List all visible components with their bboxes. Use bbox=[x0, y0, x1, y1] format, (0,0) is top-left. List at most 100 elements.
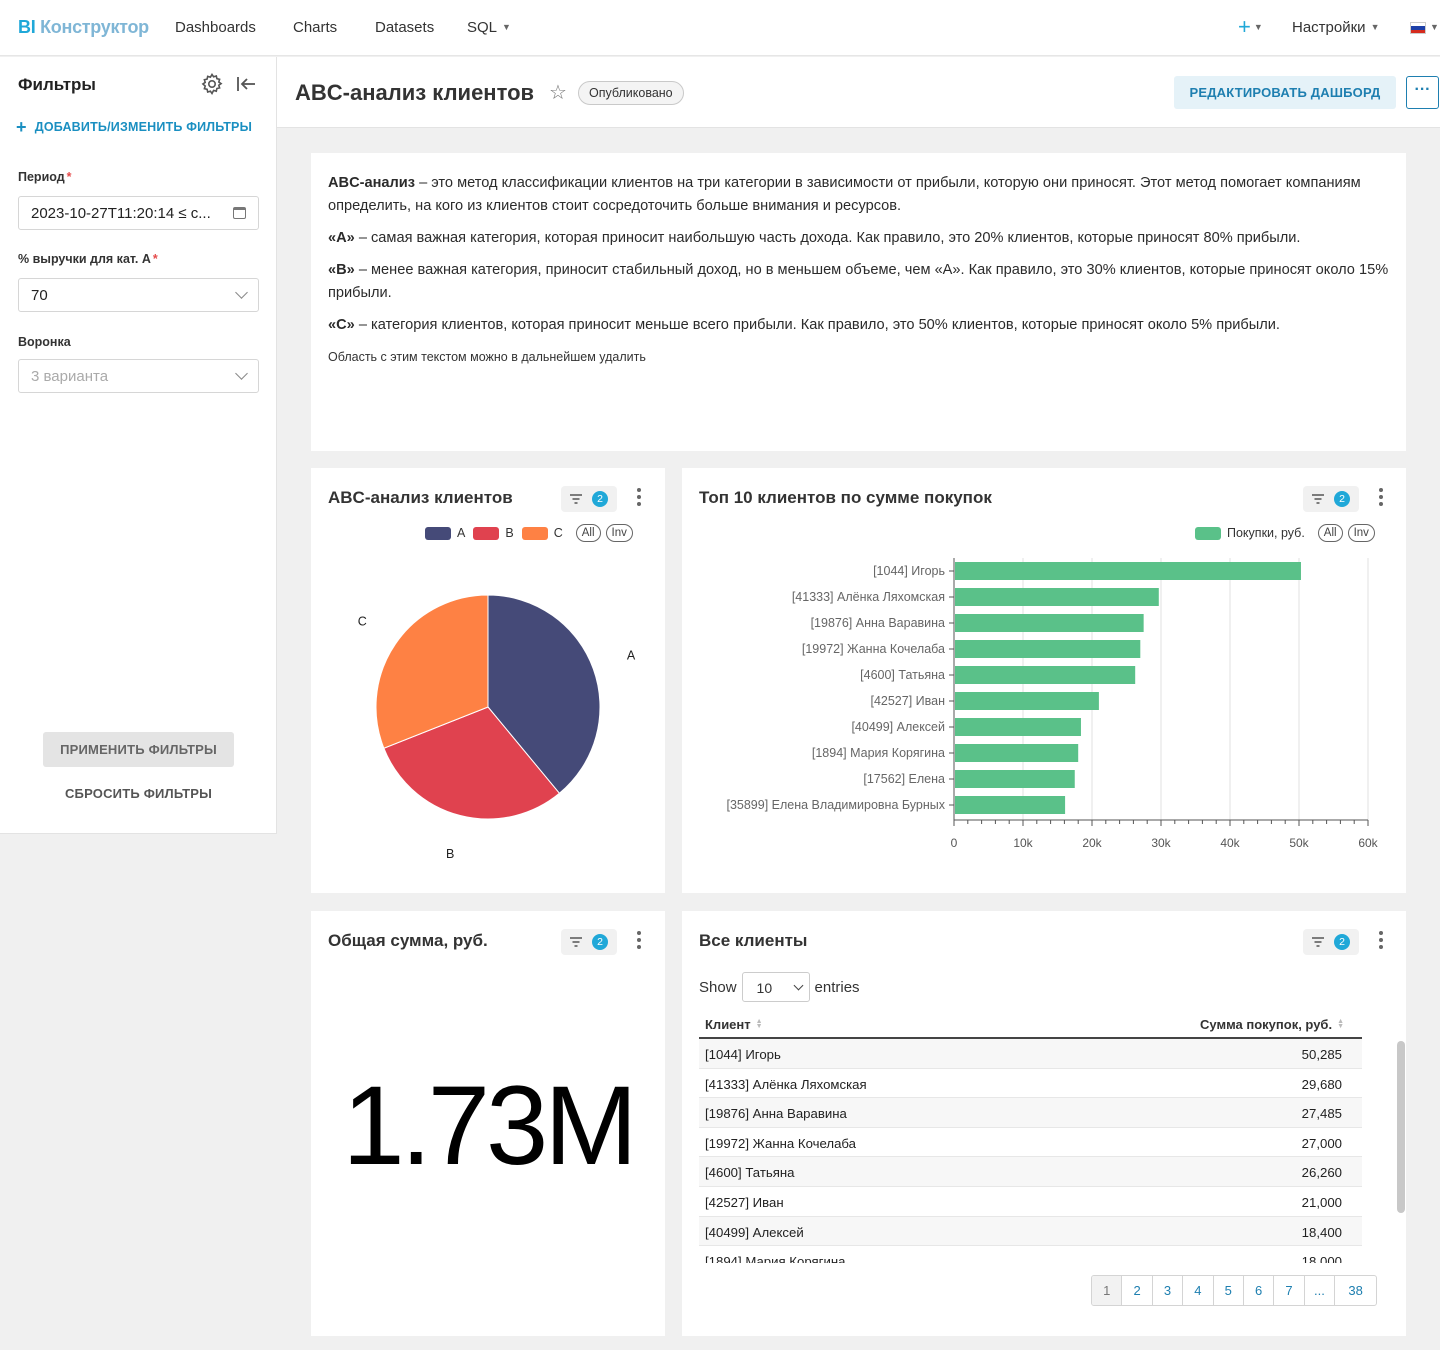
collapse-left-icon[interactable] bbox=[234, 72, 258, 96]
bar[interactable] bbox=[955, 692, 1099, 710]
panel-menu-icon[interactable] bbox=[636, 931, 642, 951]
logo[interactable]: BI Конструктор bbox=[18, 17, 149, 37]
pagination: 1 2 3 4 5 6 7... 38 bbox=[1091, 1275, 1378, 1306]
table-row[interactable]: [40499] Алексей 18,400 bbox=[699, 1216, 1362, 1247]
cell-client: [4600] Татьяна bbox=[705, 1165, 795, 1181]
table-row[interactable]: [42527] Иван 21,000 bbox=[699, 1187, 1362, 1217]
table-body[interactable]: [1044] Игорь 50,285 [41333] Алёнка Ляхомск… bbox=[699, 1039, 1362, 1263]
bar[interactable] bbox=[955, 562, 1301, 580]
legend-item-b[interactable]: B bbox=[473, 526, 514, 540]
panel-menu-icon[interactable] bbox=[1378, 931, 1384, 951]
page-button[interactable]: 6 bbox=[1244, 1276, 1275, 1305]
bar[interactable] bbox=[955, 640, 1141, 658]
page-button[interactable]: 7 bbox=[1274, 1276, 1305, 1305]
cell-purchases: 26,260 bbox=[1301, 1165, 1342, 1181]
entries-select[interactable]: 10 bbox=[741, 972, 810, 1002]
dashboard-header: ABC-анализ клиентов ☆ Опубликовано РЕДАК… bbox=[277, 57, 1440, 128]
cell-purchases: 27,485 bbox=[1301, 1106, 1342, 1122]
table-row[interactable]: [19972] Жанна Кочелаба 27,000 bbox=[699, 1128, 1362, 1158]
bar[interactable] bbox=[955, 796, 1066, 814]
bar[interactable] bbox=[955, 718, 1081, 736]
nav-datasets[interactable]: Datasets bbox=[375, 19, 435, 36]
apply-filters-button[interactable]: ПРИМЕНИТЬ ФИЛЬТРЫ bbox=[43, 732, 234, 767]
legend-all-toggle[interactable]: All bbox=[575, 524, 601, 542]
description-paragraph: ABC-анализ – это метод классификации кли… bbox=[328, 175, 1361, 214]
cell-client: [19876] Анна Варавина bbox=[705, 1106, 847, 1122]
nav-add-button[interactable]: + ▼ bbox=[1238, 14, 1263, 39]
star-icon[interactable]: ☆ bbox=[549, 82, 567, 104]
revenue-select[interactable]: 70 bbox=[18, 278, 259, 312]
pie-slice-c[interactable] bbox=[375, 594, 489, 749]
panel-filter-button[interactable]: 2 bbox=[561, 486, 617, 512]
table-row[interactable]: [4600] Татьяна 26,260 bbox=[699, 1157, 1362, 1187]
sort-icon: ▲ ▼ bbox=[755, 1018, 763, 1030]
filters-title: Фильтры bbox=[18, 75, 96, 94]
pie-slice-a[interactable] bbox=[487, 594, 601, 795]
edit-dashboard-button[interactable]: РЕДАКТИРОВАТЬ ДАШБОРД bbox=[1174, 76, 1396, 109]
bar[interactable] bbox=[955, 588, 1159, 606]
page-button[interactable]: 1 bbox=[1092, 1276, 1123, 1305]
page-button[interactable]: 3 bbox=[1153, 1276, 1184, 1305]
panel-menu-icon[interactable] bbox=[636, 488, 642, 508]
legend-item-purchases[interactable]: Покупки, руб. bbox=[1195, 526, 1305, 540]
page-button[interactable]: ... bbox=[1305, 1276, 1336, 1305]
table-row[interactable]: [19876] Анна Варавина 27,485 bbox=[699, 1098, 1362, 1128]
dashboard-title: ABC-анализ клиентов bbox=[295, 80, 535, 105]
chevron-down-icon bbox=[235, 367, 248, 380]
page-button[interactable]: 38 bbox=[1348, 1283, 1363, 1298]
entries-control: Show 10 entries bbox=[699, 972, 860, 1002]
nav-settings[interactable]: Настройки ▼ bbox=[1292, 19, 1380, 36]
cell-client: [1894] Мария Корягина bbox=[705, 1254, 846, 1263]
page-button[interactable]: 4 bbox=[1183, 1276, 1214, 1305]
bar[interactable] bbox=[955, 744, 1079, 762]
filter-count-badge: 2 bbox=[1334, 934, 1350, 950]
all-clients-panel: Все клиенты 2 Show 10 entries Клиент ▲ ▼ С… bbox=[682, 911, 1406, 1336]
bar[interactable] bbox=[955, 770, 1075, 788]
page-button[interactable]: 5 bbox=[1214, 1276, 1244, 1305]
nav-charts[interactable]: Charts bbox=[293, 19, 338, 36]
table-row[interactable]: [1044] Игорь 50,285 bbox=[699, 1039, 1362, 1069]
pie-slice-b[interactable] bbox=[383, 706, 561, 820]
y-tick-label: [17562] Елена bbox=[863, 772, 945, 786]
reset-filters-button[interactable]: СБРОСИТЬ ФИЛЬТРЫ bbox=[64, 786, 213, 801]
cell-client: [41333] Алёнка Ляхомская bbox=[705, 1076, 867, 1092]
column-purchases[interactable]: Сумма покупок, руб. ▲ ▼ bbox=[1200, 1017, 1344, 1032]
panel-filter-button[interactable]: 2 bbox=[1303, 929, 1359, 955]
x-tick-label: 20k bbox=[1082, 836, 1102, 848]
revenue-label: % выручки для кат. A * bbox=[18, 252, 158, 266]
total-sum-panel: Общая сумма, руб. 2 1.73M bbox=[311, 911, 665, 1336]
gear-icon[interactable] bbox=[200, 72, 224, 96]
pie-chart-title: ABC-анализ клиентов bbox=[328, 488, 513, 507]
period-label: Период * bbox=[18, 170, 72, 184]
add-edit-filters-button[interactable]: + ДОБАВИТЬ/ИЗМЕНИТЬ ФИЛЬТРЫ bbox=[16, 117, 253, 137]
legend-invert-toggle[interactable]: Inv bbox=[605, 524, 633, 542]
y-tick-label: [1044] Игорь bbox=[873, 564, 945, 578]
legend-all-toggle[interactable]: All bbox=[1317, 524, 1343, 542]
nav-dashboards[interactable]: Dashboards bbox=[175, 19, 256, 36]
bar[interactable] bbox=[955, 614, 1144, 632]
y-tick-label: [35899] Елена Владимировна Бурных bbox=[726, 798, 945, 812]
column-client[interactable]: Клиент ▲ ▼ bbox=[705, 1017, 763, 1032]
period-input[interactable]: 2023-10-27T11:20:14 ≤ c... bbox=[18, 196, 259, 230]
legend-item-a[interactable]: A bbox=[425, 526, 465, 540]
legend-invert-toggle[interactable]: Inv bbox=[1347, 524, 1375, 542]
legend-item-c[interactable]: C bbox=[521, 526, 563, 540]
calendar-icon[interactable] bbox=[233, 207, 246, 219]
page-button[interactable]: 2 bbox=[1122, 1276, 1153, 1305]
panel-menu-icon[interactable] bbox=[1378, 488, 1384, 508]
russian-flag-icon[interactable] bbox=[1410, 22, 1426, 34]
table-scrollbar[interactable] bbox=[1397, 1041, 1405, 1213]
table-row[interactable]: [41333] Алёнка Ляхомская 29,680 bbox=[699, 1069, 1362, 1099]
panel-filter-button[interactable]: 2 bbox=[561, 929, 617, 955]
funnel-select[interactable]: 3 варианта bbox=[18, 359, 259, 393]
bar[interactable] bbox=[955, 666, 1136, 684]
caret-down-icon[interactable]: ▼ bbox=[1430, 22, 1439, 32]
more-options-button[interactable]: ··· bbox=[1406, 76, 1439, 109]
x-tick-label: 30k bbox=[1151, 836, 1171, 848]
pie-legend: A B C All Inv bbox=[425, 524, 633, 542]
x-tick-label: 0 bbox=[951, 836, 958, 848]
table-row[interactable]: [1894] Мария Корягина 18,000 bbox=[699, 1246, 1362, 1263]
y-tick-label: [1894] Мария Корягина bbox=[812, 746, 945, 760]
panel-filter-button[interactable]: 2 bbox=[1303, 486, 1359, 512]
nav-sql[interactable]: SQL ▼ bbox=[467, 19, 511, 36]
